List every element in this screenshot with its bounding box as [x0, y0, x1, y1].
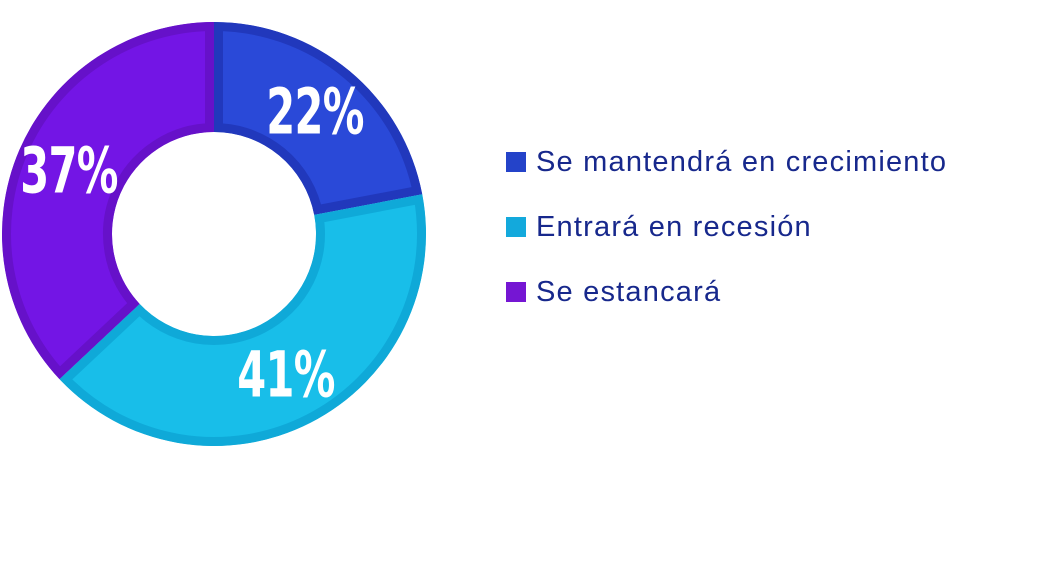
- legend-item-se-estancara: Se estancará: [506, 277, 947, 307]
- donut-slice-2: [2, 22, 215, 380]
- legend-label: Se mantendrá en crecimiento: [536, 146, 948, 178]
- legend-label: Se estancará: [536, 276, 722, 308]
- legend-item-entrara-recesion: Entrará en recesión: [506, 212, 947, 242]
- legend-swatch-purple-icon: [506, 282, 526, 302]
- legend-label: Entrará en recesión: [536, 211, 812, 243]
- legend-swatch-blue-icon: [506, 152, 526, 172]
- donut-slice-1: [59, 194, 427, 447]
- donut-slice-0: [214, 22, 423, 215]
- legend-swatch-cyan-icon: [506, 217, 526, 237]
- donut-svg: [2, 22, 427, 447]
- chart-legend: Se mantendrá en crecimiento Entrará en r…: [506, 147, 947, 342]
- legend-item-se-mantendra: Se mantendrá en crecimiento: [506, 147, 947, 177]
- donut-chart: 22% 41% 37%: [0, 0, 460, 480]
